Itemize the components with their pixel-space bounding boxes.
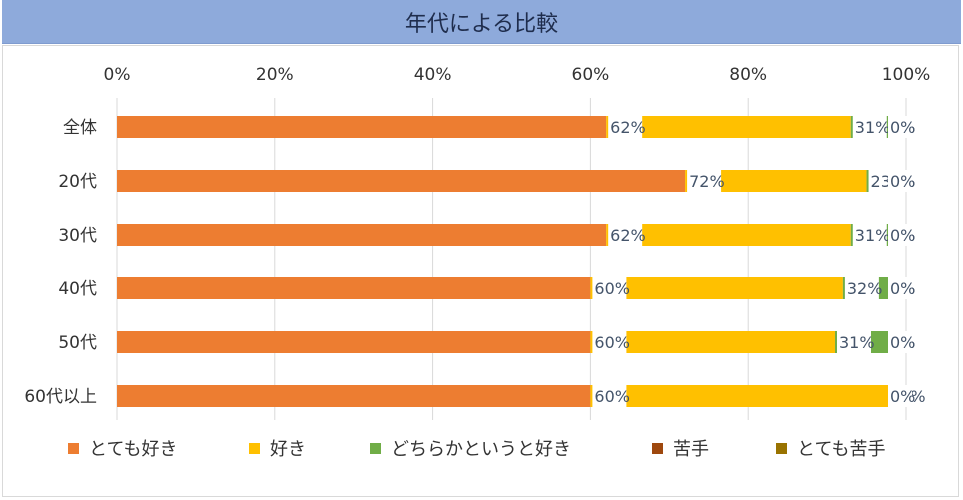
data-label-0-3: 60% (594, 279, 630, 298)
data-label-0-2: 62% (610, 226, 646, 245)
data-label-bg-0-5 (592, 385, 627, 407)
bar-0-0 (117, 116, 607, 138)
data-label-bg-3-1 (888, 170, 912, 192)
category-label-2: 30代 (58, 226, 97, 246)
bar-1-5 (590, 385, 906, 407)
data-label-1-2: 31% (855, 226, 891, 245)
x-tick-label-0: 0% (104, 65, 131, 85)
data-label-3-1: 0% (890, 172, 915, 191)
data-label-1-3: 32% (847, 279, 883, 298)
data-label-bg-0-2 (608, 224, 643, 246)
legend-swatch-series-2 (370, 442, 381, 454)
data-label-1-0: 31% (855, 118, 891, 137)
category-label-4: 50代 (58, 333, 97, 353)
legend-swatch-series-3 (652, 442, 663, 454)
data-label-bg-1-3 (844, 277, 879, 299)
category-label-3: 40代 (58, 279, 97, 299)
legend-item-series-0: とても好き (68, 436, 178, 460)
data-label-bg-3-0 (888, 116, 912, 138)
data-label-3-0: 0% (890, 118, 915, 137)
data-label-bg-0-4 (592, 331, 627, 353)
legend-item-series-4: とても苦手 (776, 436, 886, 460)
legend-label-series-2: どちらかというと好き (391, 439, 571, 460)
legend-label-series-0: とても好き (89, 439, 178, 460)
x-tick-label-2: 40% (414, 65, 452, 85)
data-label-bg-0-3 (592, 277, 627, 299)
x-tick-label-1: 20% (256, 65, 294, 85)
legend-label-series-4: とても苦手 (797, 439, 886, 460)
data-label-bg-3-5 (888, 385, 912, 407)
data-label-bg-0-0 (608, 116, 643, 138)
data-label-bg-3-4 (888, 331, 912, 353)
legend-label-series-3: 苦手 (673, 439, 709, 460)
data-label-bg-1-4 (836, 331, 871, 353)
legend-swatch-series-0 (68, 442, 79, 454)
data-label-3-3: 0% (890, 279, 915, 298)
x-tick-label-3: 60% (572, 65, 610, 85)
data-label-0-4: 60% (594, 333, 630, 352)
data-label-bg-1-0 (852, 116, 887, 138)
bar-0-4 (117, 331, 591, 353)
data-label-0-0: 62% (610, 118, 646, 137)
data-label-bg-0-1 (687, 170, 722, 192)
legend-label-series-1: 好き (270, 439, 306, 460)
legend-swatch-series-1 (249, 442, 260, 454)
data-label-bg-3-2 (888, 224, 912, 246)
bar-1-3 (590, 277, 843, 299)
data-label-3-5: 0% (890, 387, 915, 406)
data-label-3-4: 0% (890, 333, 915, 352)
category-label-1: 20代 (58, 172, 97, 192)
legend-item-series-1: 好き (249, 436, 306, 460)
legend-swatch-series-4 (776, 442, 787, 454)
bar-1-4 (590, 331, 835, 353)
bar-0-2 (117, 224, 607, 246)
data-label-0-5: 60% (594, 387, 630, 406)
x-tick-label-4: 80% (729, 65, 767, 85)
legend-item-series-2: どちらかというと好き (370, 436, 571, 460)
bar-0-5 (117, 385, 591, 407)
data-label-bg-3-3 (888, 277, 912, 299)
bar-0-3 (117, 277, 591, 299)
legend-item-series-3: 苦手 (652, 436, 709, 460)
chart-title: 年代による比較 (404, 12, 559, 37)
data-label-1-4: 31% (839, 333, 875, 352)
plot-border (2, 45, 959, 497)
x-tick-label-5: 100% (882, 65, 931, 85)
title-bar: 年代による比較 (2, 0, 961, 44)
bar-1-2 (606, 224, 851, 246)
bar-1-1 (685, 170, 867, 192)
bar-0-1 (117, 170, 686, 192)
data-label-0-1: 72% (689, 172, 725, 191)
category-label-5: 60代以上 (24, 387, 97, 407)
data-label-3-2: 0% (890, 226, 915, 245)
bar-1-0 (606, 116, 851, 138)
category-label-0: 全体 (63, 118, 97, 138)
data-label-bg-1-2 (852, 224, 887, 246)
